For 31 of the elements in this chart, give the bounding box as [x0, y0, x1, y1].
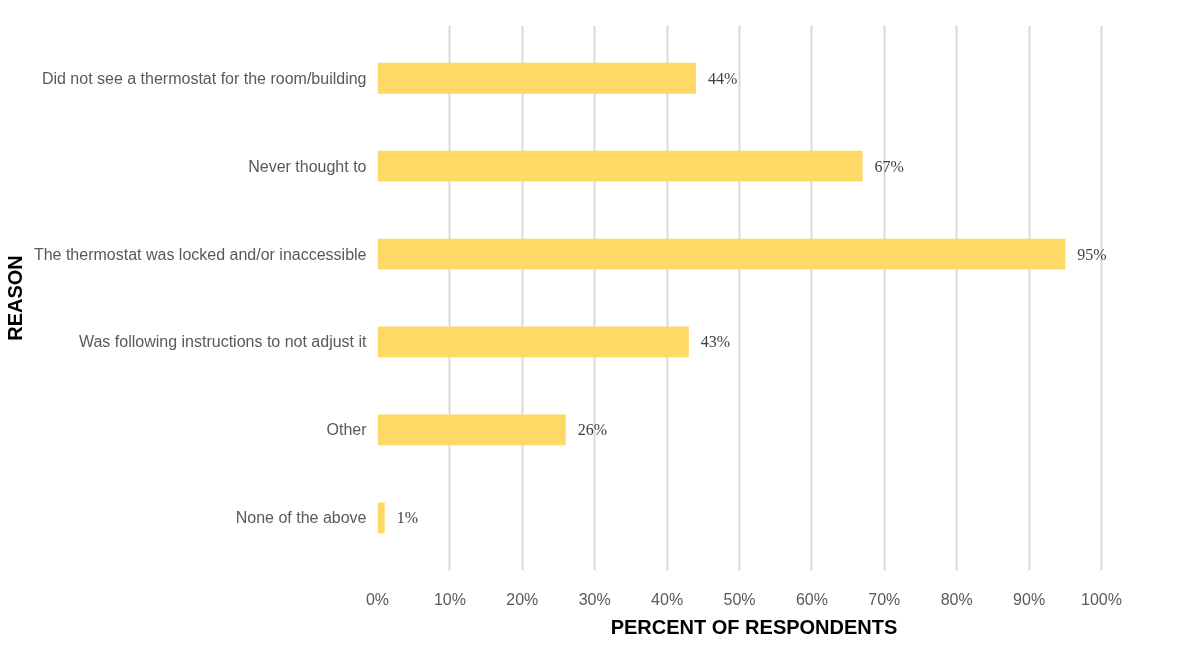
bar	[377, 238, 1066, 270]
data-label: 43%	[700, 333, 731, 351]
bar	[377, 502, 385, 534]
bar	[377, 150, 863, 182]
y-tick-label: Was following instructions to not adjust it	[78, 333, 368, 351]
data-label: 67%	[874, 157, 904, 175]
x-tick-label: 40%	[651, 590, 684, 608]
x-tick-label: 10%	[433, 590, 466, 608]
y-tick-label: Did not see a thermostat for the room/building	[41, 69, 367, 87]
x-tick-label: 60%	[795, 590, 828, 608]
bar	[377, 414, 566, 446]
bar	[377, 62, 697, 94]
x-tick-label: 80%	[940, 590, 973, 608]
data-label: 26%	[577, 421, 608, 439]
x-tick-label: 20%	[506, 590, 539, 608]
data-label: 44%	[708, 69, 738, 87]
data-label: 1%	[396, 509, 419, 527]
data-label: 95%	[1077, 245, 1107, 263]
y-axis-title: REASON	[3, 255, 26, 341]
x-tick-label: 90%	[1013, 590, 1046, 608]
x-tick-label: 0%	[365, 590, 390, 608]
x-axis-title: PERCENT OF RESPONDENTS	[610, 615, 898, 638]
x-tick-label: 70%	[868, 590, 901, 608]
bar	[377, 326, 689, 358]
y-tick-label: Other	[326, 421, 368, 439]
y-tick-label: Never thought to	[248, 157, 367, 175]
x-tick-label: 100%	[1081, 590, 1122, 608]
x-tick-label: 30%	[578, 590, 611, 608]
y-tick-label: None of the above	[235, 509, 367, 527]
x-tick-label: 50%	[723, 590, 756, 608]
y-tick-label: The thermostat was locked and/or inaccessible	[33, 245, 367, 263]
